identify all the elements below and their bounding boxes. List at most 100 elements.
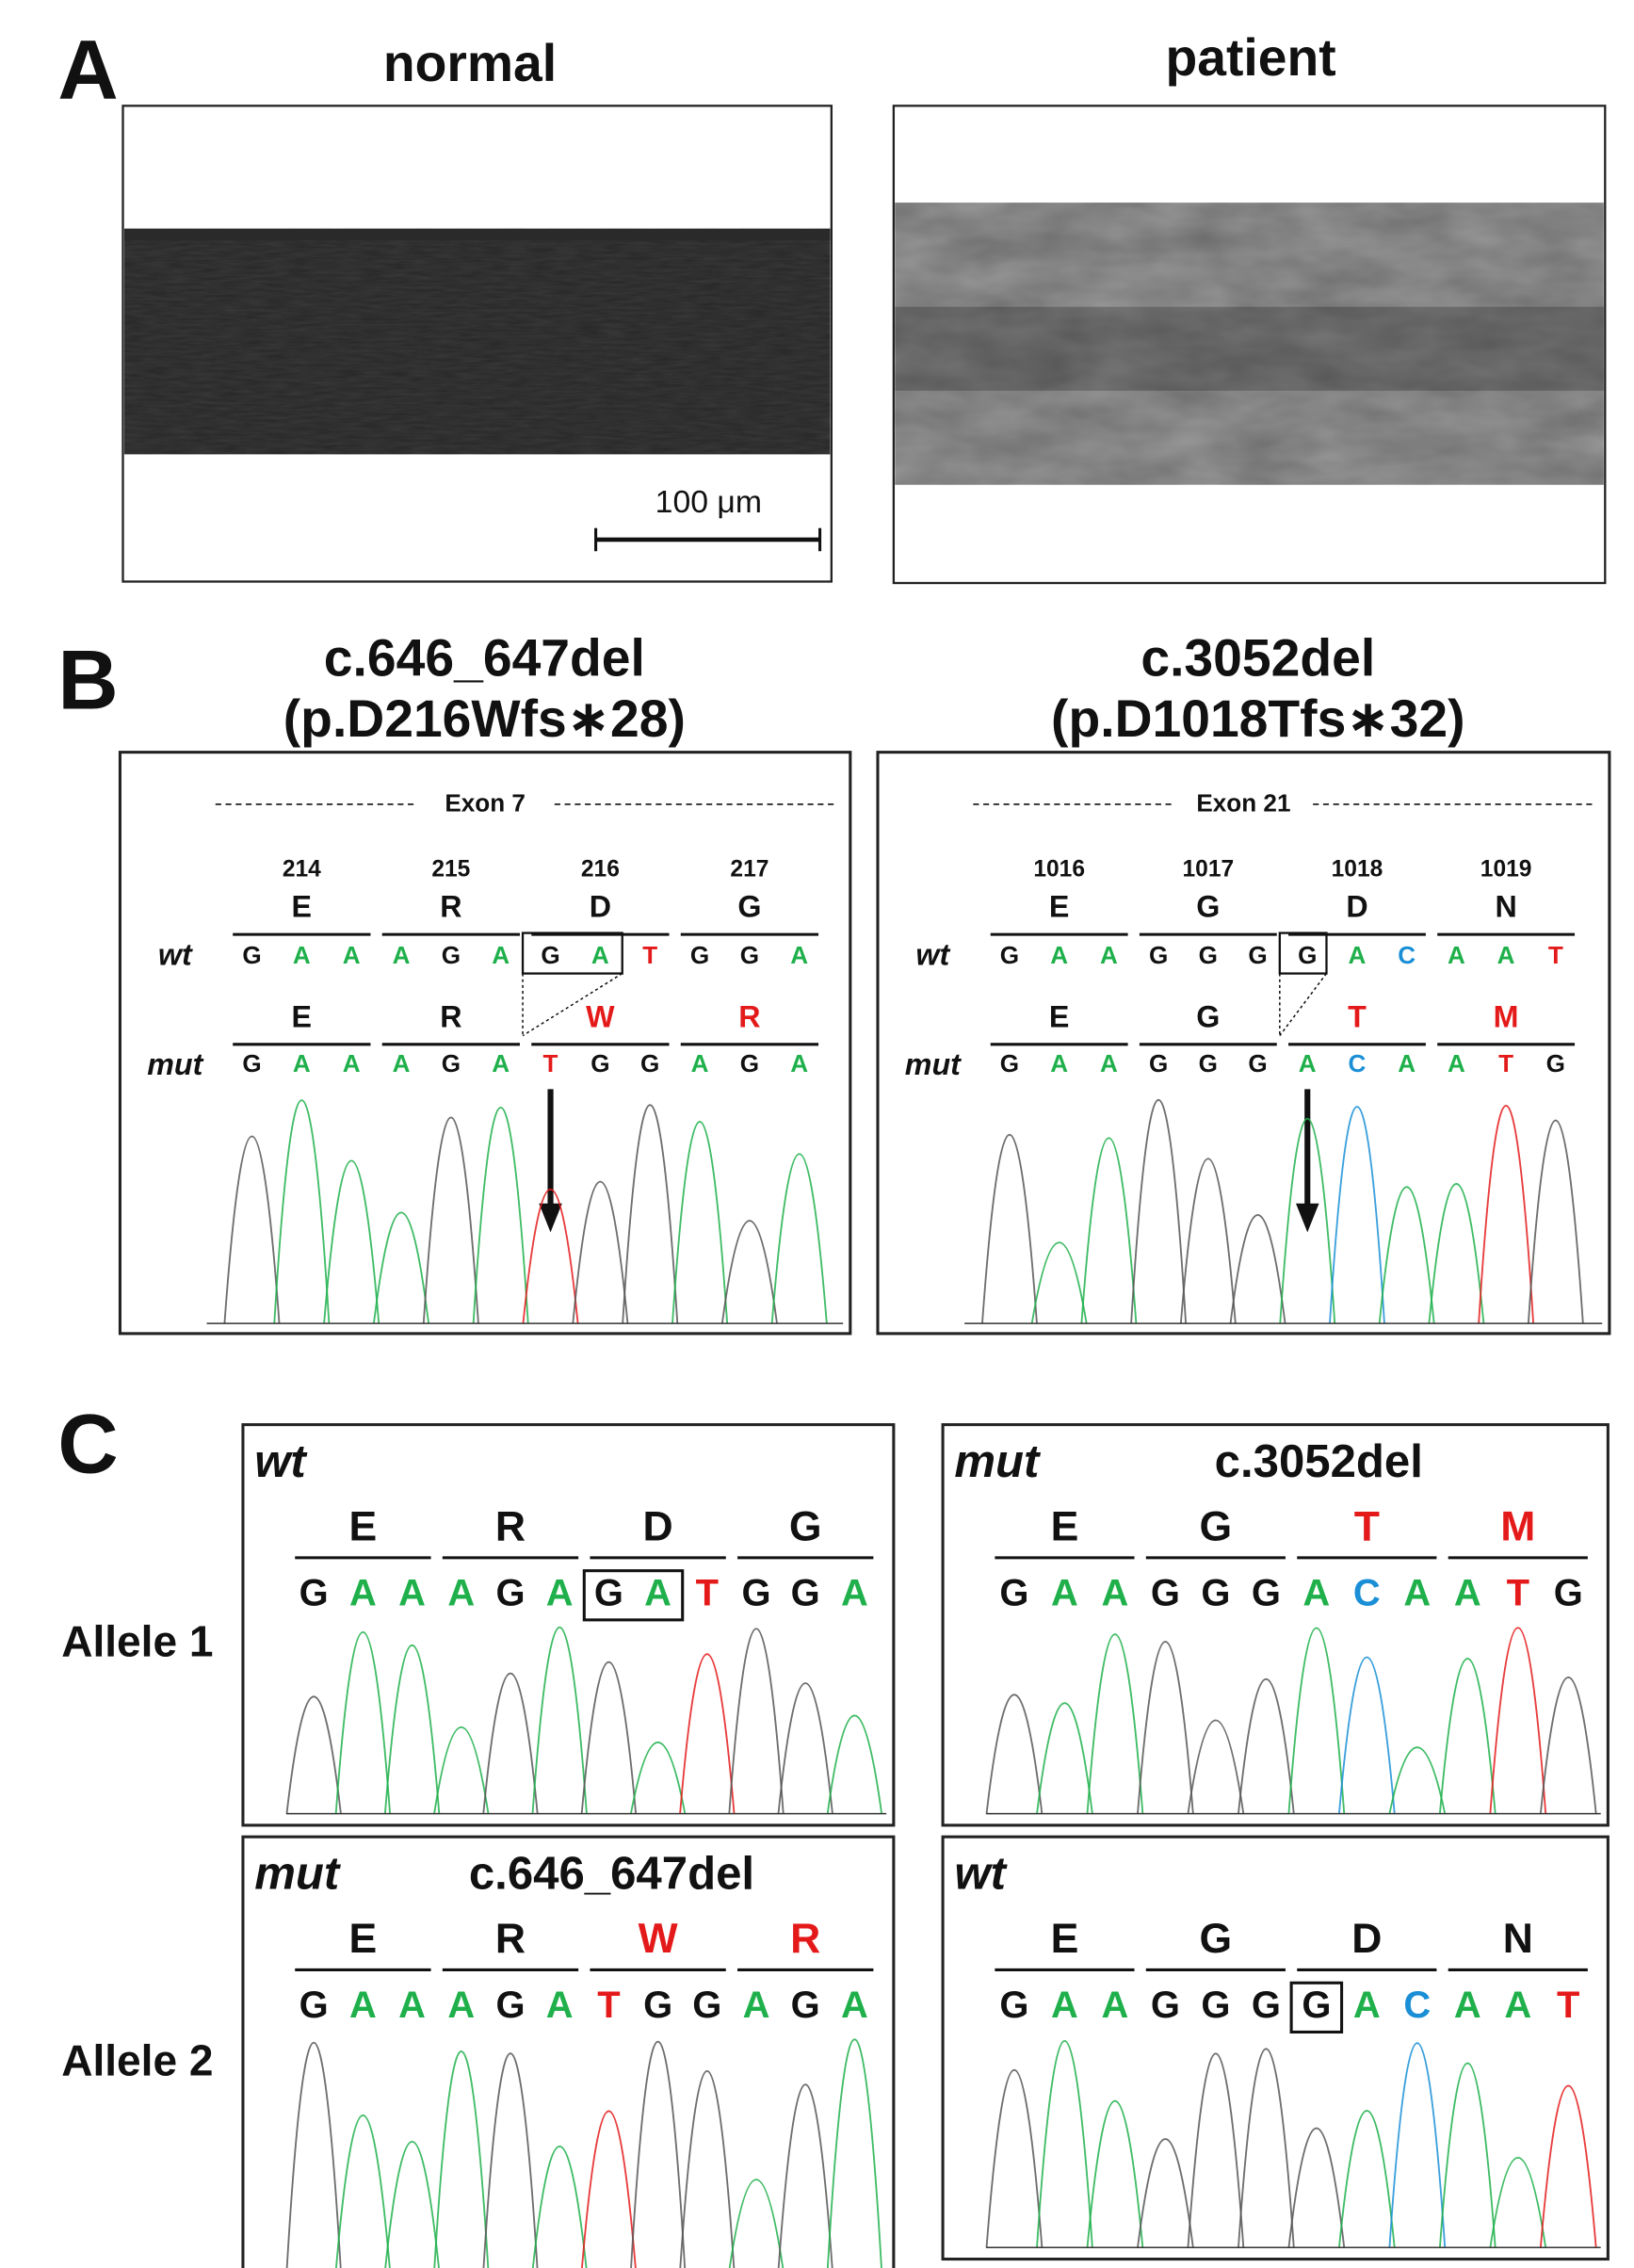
trace-peak [1287,2127,1346,2248]
base: A [398,1984,426,2026]
chromatogram-frame [941,1423,1610,1827]
trace-peak [433,2050,490,2268]
base: A [349,1573,377,1614]
allele-label: Allele 1 [61,1616,213,1665]
base: A [1100,1049,1118,1077]
base: G [740,941,759,969]
amino-acid: W [639,1916,678,1962]
base: G [640,1049,659,1077]
amino-acid: E [1049,890,1070,924]
base: A [349,1984,377,2026]
amino-acid: E [292,999,313,1033]
base: A [343,1049,361,1077]
base: G [1248,941,1267,969]
amino-acid: R [440,999,461,1033]
trace-peak [1279,1118,1336,1324]
trace-peak [335,2114,391,2268]
trace-peak [1388,1746,1447,1814]
trace-peak [1388,2042,1447,2248]
trace-peak [285,1695,342,1814]
base: G [1546,1049,1565,1077]
amino-acid: T [1354,1503,1380,1549]
row-label: wt [158,937,193,971]
row-label: mut [147,1047,203,1081]
base: A [1454,1573,1481,1614]
base: G [1298,941,1317,969]
chromatogram-frame [241,1423,896,1827]
base: T [696,1573,719,1614]
base: A [1448,941,1465,969]
amino-acid: E [292,890,313,924]
base: G [1252,1984,1281,2026]
micrograph-patient [892,105,1607,585]
allele-tag: mut [254,1848,342,1899]
trace-peak [1438,2062,1496,2248]
trace-peak [472,1106,529,1324]
trace-peak [373,1211,429,1324]
base: A [546,1984,574,2026]
exon-label: Exon 21 [1196,789,1290,818]
base: A [492,1049,510,1077]
base: A [644,1573,671,1614]
amino-acid: G [1200,1503,1233,1549]
base: G [791,1984,820,2026]
base: A [1050,941,1068,969]
chromatogram-frame [118,751,852,1336]
base: G [1199,941,1218,969]
trace-peak [531,2145,588,2268]
base: G [242,941,261,969]
chromatogram-frame [241,1835,896,2268]
amino-acid: M [1500,1503,1535,1549]
trace-peak [1478,1104,1535,1324]
deletion-guide [522,972,623,1037]
amino-acid: G [737,890,761,924]
trace-peak [1338,2110,1396,2248]
trace-peak [1539,1677,1597,1814]
base: G [442,1049,461,1077]
codon-position: 214 [283,857,321,883]
row-label: mut [905,1047,962,1081]
trace-peak [334,1630,392,1814]
trace-peak [1378,1186,1435,1324]
base: A [1353,1984,1381,2026]
deletion-guide [1279,973,1328,1037]
base: T [1557,1984,1579,2026]
amino-acid: E [1051,1503,1079,1549]
trace-peak [1080,1137,1138,1324]
base: G [1252,1573,1281,1614]
trace-peak [1428,1183,1485,1324]
trace-peak [1489,2157,1547,2248]
trace-peak [770,1153,828,1324]
base: G [690,941,709,969]
amino-acid: G [1196,890,1220,924]
base: G [1151,1573,1180,1614]
amino-acid: N [1503,1916,1533,1962]
amino-acid: R [495,1916,526,1962]
trace-peak [826,1714,883,1814]
trace-peak [629,1742,687,1814]
amino-acid: E [349,1503,378,1549]
trace-peak [581,2110,637,2268]
trace-peak [630,2040,687,2268]
panel-label: B [57,633,118,727]
mutation-title: (p.D216Wfs∗28) [283,689,686,748]
amino-acid: W [586,999,615,1033]
trace-peak [826,2038,882,2268]
base: T [642,941,657,969]
trace-peak [1086,1633,1144,1814]
base: A [447,1984,475,2026]
mutation-title: c.646_647del [324,628,645,687]
base: T [1548,941,1563,969]
trace-peak [1438,1658,1496,1814]
trace-peak [522,1189,579,1324]
trace-peak [671,1121,729,1324]
trace-peak [720,1220,778,1324]
base: A [743,1984,770,2026]
base: G [1149,1049,1168,1077]
base: C [1349,1049,1367,1077]
allele-tag: wt [254,1436,308,1487]
base: G [1248,1049,1267,1077]
base: T [1498,1049,1513,1077]
trace-peak [531,1626,588,1814]
base: G [1302,1984,1331,2026]
